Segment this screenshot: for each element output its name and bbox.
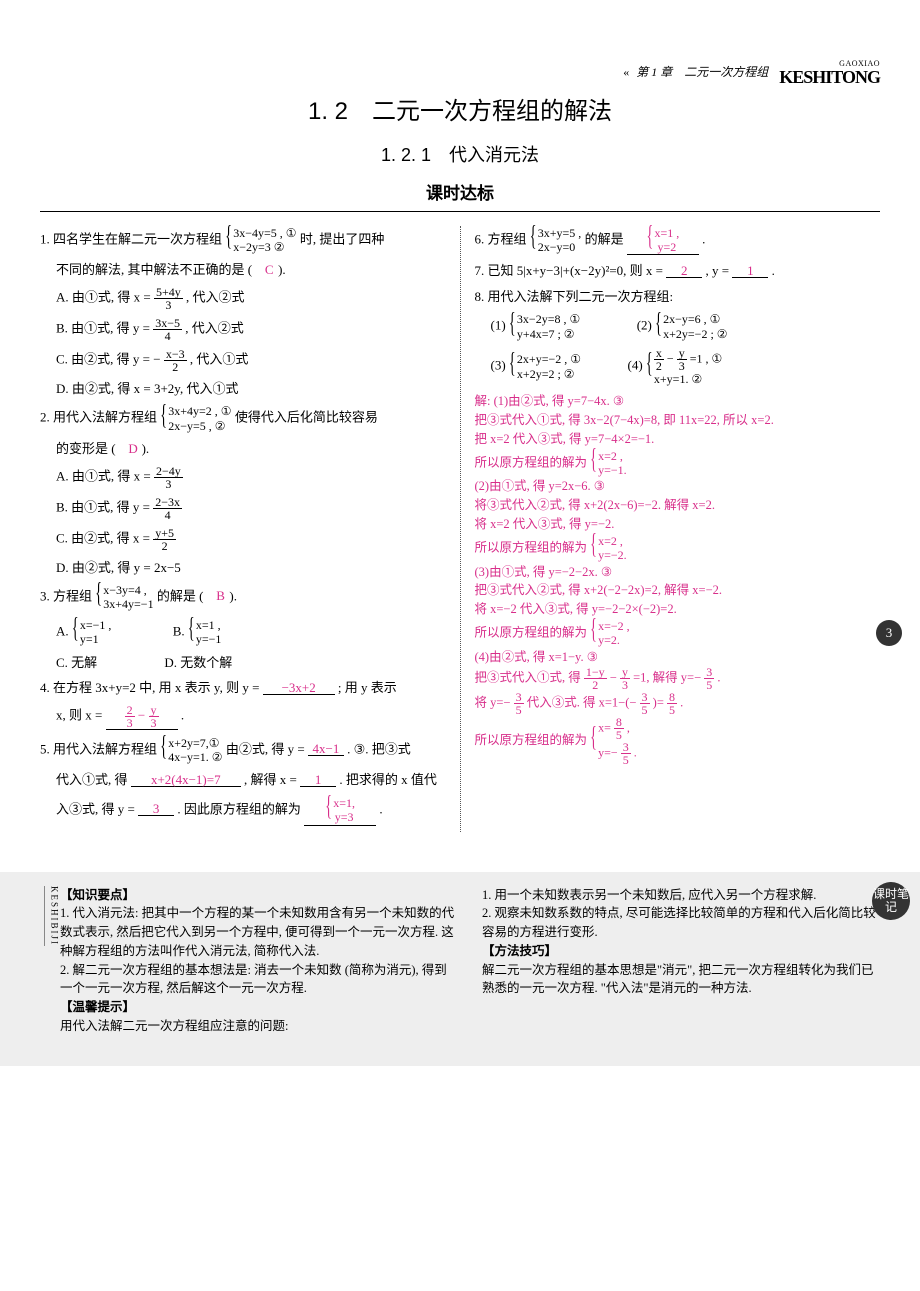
notes-left: 【知识要点】 1. 代入消元法: 把其中一个方程的某一个未知数用含有另一个未知数… [60, 886, 458, 1036]
q7-ans1: 2 [666, 264, 702, 278]
q7-ans2: 1 [732, 264, 768, 278]
notes-right: 1. 用一个未知数表示另一个未知数后, 应代入另一个方程求解. 2. 观察未知数… [482, 886, 880, 1036]
notes-p1: 1. 代入消元法: 把其中一个方程的某一个未知数用含有另一个未知数的代数式表示,… [60, 904, 458, 960]
q1-stem-c: 不同的解法, 其中解法不正确的是 ( ). C [40, 260, 446, 280]
brand: GAOXIAO KESHITONG [779, 60, 880, 86]
question-7: 7. 已知 5|x+y−3|+(x−2y)²=0, 则 x = 2 , y = … [475, 261, 881, 281]
section-title: 1. 2 二元一次方程组的解法 [40, 94, 880, 130]
q1-answer: C [265, 262, 274, 277]
notes-h1: 【知识要点】 [60, 886, 458, 905]
sol-l15: 将 y=− 35 代入③式. 得 x=1−(− 35 )= 85 . [475, 691, 881, 716]
sol-l10: 把③式代入②式, 得 x+2(−2−2x)=2, 解得 x=−2. [475, 581, 881, 600]
q5-ans4: 3 [138, 802, 174, 816]
sol-l16: 所以原方程组的解为 x= 85 , y=− 35 . [475, 716, 881, 766]
notes-p2: 2. 解二元一次方程组的基本想法是: 消去一个未知数 (简称为消元), 得到一个… [60, 961, 458, 999]
sol-l8: 所以原方程组的解为 x=2 ,y=−2. [475, 534, 881, 563]
content-columns: 1. 四名学生在解二元一次方程组 3x−4y=5 , ① x−2y=3 ② 时,… [40, 226, 880, 832]
question-6: 6. 方程组 3x+y=5 ,2x−y=0 的解是 x=1 ,y=2 . [475, 226, 881, 256]
sol-l2: 把③式代入①式, 得 3x−2(7−4x)=8, 即 11x=22, 所以 x=… [475, 411, 881, 430]
q1-optC: C. 由②式, 得 y = − x−32 , 代入①式 [40, 348, 446, 373]
question-1: 1. 四名学生在解二元一次方程组 3x−4y=5 , ① x−2y=3 ② 时,… [40, 226, 446, 255]
q3-opts-ab: A. x=−1 ,y=1 B. x=1 ,y=−1 [40, 618, 446, 647]
vert-label: KESHIBIJI [44, 886, 61, 946]
q8-row1: (1) 3x−2y=8 , ①y+4x=7 ; ② (2) 2x−y=6 , ①… [475, 312, 881, 341]
sol-l9: (3)由①式, 得 y=−2−2x. ③ [475, 563, 881, 582]
sol-l7: 将 x=2 代入③式, 得 y=−2. [475, 515, 881, 534]
q5-line3: 入③式, 得 y = 3 . 因此原方程组的解为 x=1,y=3 . [40, 796, 446, 826]
q3-opts-cd: C. 无解 D. 无数个解 [40, 653, 446, 673]
q2-optC: C. 由②式, 得 x = y+52 [40, 527, 446, 552]
q5-ans1: 4x−1 [308, 742, 344, 756]
page-number-badge: 3 [876, 620, 902, 646]
q1-system: 3x−4y=5 , ① x−2y=3 ② [225, 226, 296, 255]
header: « 第 1 章 二元一次方程组 GAOXIAO KESHITONG [40, 60, 880, 86]
q2-optA: A. 由①式, 得 x = 2−4y3 [40, 465, 446, 490]
q5-ans3: 1 [300, 773, 336, 787]
q1-optA: A. 由①式, 得 x = 5+4y3 , 代入②式 [40, 286, 446, 311]
sol-l4: 所以原方程组的解为 x=2 ,y=−1. [475, 449, 881, 478]
sol-l11: 将 x=−2 代入③式, 得 y=−2−2×(−2)=2. [475, 600, 881, 619]
brand-name: KESHITONG [779, 68, 880, 86]
notes-badge: 课时笔记 [872, 882, 910, 920]
sol-l13: (4)由②式, 得 x=1−y. ③ [475, 648, 881, 667]
notes-rp1: 1. 用一个未知数表示另一个未知数后, 应代入另一个方程求解. [482, 886, 880, 905]
sol-l12: 所以原方程组的解为 x=−2 ,y=2. [475, 619, 881, 648]
chevron-icon: « [623, 65, 629, 79]
q2-system: 3x+4y=2 , ① 2x−y=5 , ② [160, 404, 231, 433]
question-8-head: 8. 用代入法解下列二元一次方程组: [475, 287, 881, 307]
solutions: 解: (1)由②式, 得 y=7−4x. ③ 把③式代入①式, 得 3x−2(7… [475, 392, 881, 766]
right-column: 6. 方程组 3x+y=5 ,2x−y=0 的解是 x=1 ,y=2 . 7. … [475, 226, 881, 832]
q3-answer: B [216, 588, 225, 603]
page: « 第 1 章 二元一次方程组 GAOXIAO KESHITONG 1. 2 二… [0, 0, 920, 1106]
left-column: 1. 四名学生在解二元一次方程组 3x−4y=5 , ① x−2y=3 ② 时,… [40, 226, 446, 832]
question-3: 3. 方程组 x−3y=4 ,3x+4y=−1 的解是 ( ). B [40, 583, 446, 612]
column-divider [460, 226, 461, 832]
banner: 课时达标 [40, 181, 880, 212]
subsection-title: 1. 2. 1 代入消元法 [40, 142, 880, 169]
notes-rp2: 2. 观察未知数系数的特点, 尽可能选择比较简单的方程和代入后化简比较容易的方程… [482, 904, 880, 942]
q1-optD: D. 由②式, 得 x = 3+2y, 代入①式 [40, 379, 446, 399]
notes-h2: 【温馨提示】 [60, 998, 458, 1017]
notes-p3: 用代入法解二元一次方程组应注意的问题: [60, 1017, 458, 1036]
q4-cont: x, 则 x = 23 − y3 . [40, 704, 446, 730]
q2-optD: D. 由②式, 得 y = 2x−5 [40, 558, 446, 578]
notes-block: KESHIBIJI 课时笔记 【知识要点】 1. 代入消元法: 把其中一个方程的… [0, 872, 920, 1066]
q5-line2: 代入①式, 得 x+2(4x−1)=7 , 解得 x = 1 . 把求得的 x … [40, 770, 446, 790]
q1-stem-a: 1. 四名学生在解二元一次方程组 [40, 231, 222, 246]
q4-ans1: −3x+2 [263, 681, 335, 695]
q2-optB: B. 由①式, 得 y = 2−3x4 [40, 496, 446, 521]
q8-row2: (3) 2x+y=−2 , ①x+2y=2 ; ② (4) x2 − y3 =1… [475, 347, 881, 386]
q6-answer: x=1 ,y=2 [627, 226, 699, 256]
sol-l3: 把 x=2 代入③式, 得 y=7−4×2=−1. [475, 430, 881, 449]
question-5: 5. 用代入法解方程组 x+2y=7,①4x−y=1. ② 由②式, 得 y =… [40, 736, 446, 765]
notes-rh1: 【方法技巧】 [482, 942, 880, 961]
q2-answer: D [128, 441, 137, 456]
q1-stem-b: 时, 提出了四种 [300, 231, 385, 246]
q1-optB: B. 由①式, 得 y = 3x−54 , 代入②式 [40, 317, 446, 342]
notes-rp3: 解二元一次方程组的基本思想是"消元", 把二元一次方程组转化为我们已熟悉的一元一… [482, 961, 880, 999]
q5-ans5: x=1,y=3 [304, 796, 376, 826]
q4-ans2: 23 − y3 [106, 704, 178, 730]
sol-l14: 把③式代入①式, 得 1−y2 − y3 =1, 解得 y=− 35 . [475, 666, 881, 691]
q2-stem-c: 的变形是 ( ). D [40, 439, 446, 459]
question-4: 4. 在方程 3x+y=2 中, 用 x 表示 y, 则 y = −3x+2 ;… [40, 678, 446, 698]
q5-ans2: x+2(4x−1)=7 [131, 773, 241, 787]
chapter-label: 第 1 章 二元一次方程组 [636, 65, 768, 79]
sol-l1: 解: (1)由②式, 得 y=7−4x. ③ [475, 392, 881, 411]
question-2: 2. 用代入法解方程组 3x+4y=2 , ① 2x−y=5 , ② 使得代入后… [40, 404, 446, 433]
sol-l6: 将③式代入②式, 得 x+2(2x−6)=−2. 解得 x=2. [475, 496, 881, 515]
sol-l5: (2)由①式, 得 y=2x−6. ③ [475, 477, 881, 496]
